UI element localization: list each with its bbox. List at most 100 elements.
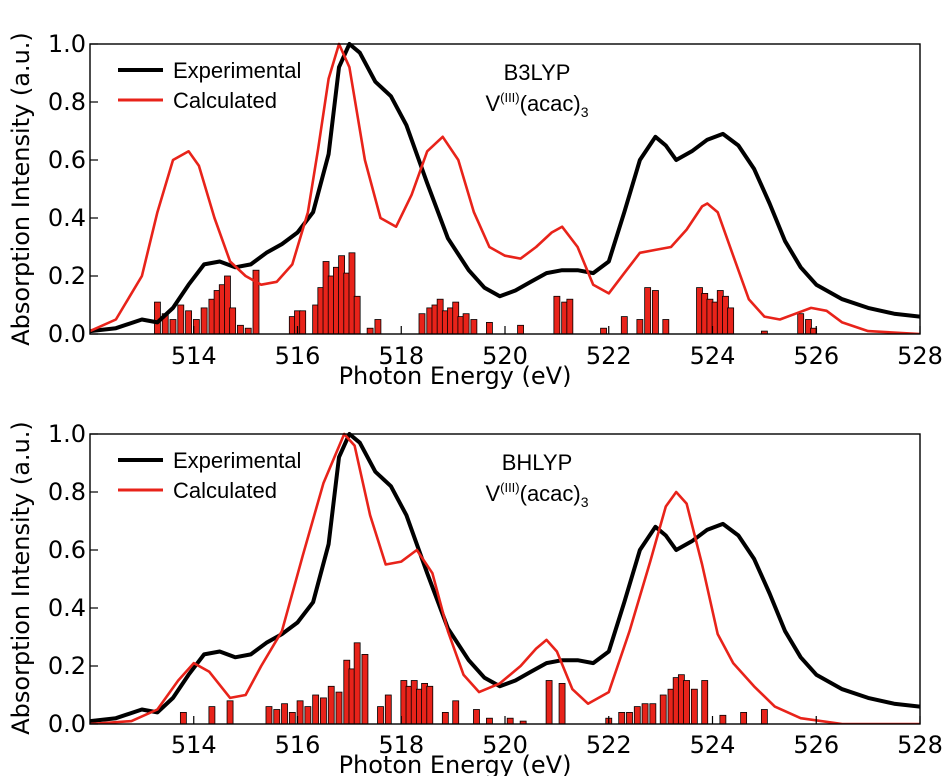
transition-bar bbox=[304, 706, 312, 724]
y-tick-label: 0.2 bbox=[48, 262, 86, 290]
y-tick-label: 0.2 bbox=[48, 652, 86, 680]
chart-panel-2: 514 516 518 520 522 524 526 528 0.0 0.2 0.4 0.6 0.8 1… bbox=[7, 420, 943, 776]
transition-bar bbox=[626, 712, 633, 724]
transition-bar bbox=[335, 691, 343, 724]
y-tick-label: 0.4 bbox=[48, 204, 86, 232]
x-tick-label: 528 bbox=[897, 731, 943, 759]
transition-bar bbox=[273, 709, 281, 724]
transition-bar bbox=[760, 330, 768, 334]
y-tick-label: 0.8 bbox=[48, 478, 86, 506]
x-tick-label: 516 bbox=[275, 342, 321, 370]
transition-bar bbox=[441, 712, 449, 724]
transition-bar bbox=[462, 313, 470, 334]
legend-label: Experimental bbox=[173, 58, 301, 83]
transition-bar bbox=[229, 307, 237, 334]
transition-bar bbox=[506, 717, 514, 724]
transition-bar bbox=[618, 712, 626, 724]
transition-bar bbox=[226, 700, 234, 724]
transition-bar bbox=[486, 321, 493, 334]
method-label: B3LYP bbox=[504, 60, 571, 85]
transition-bar bbox=[805, 319, 812, 334]
x-tick-label: 526 bbox=[793, 342, 839, 370]
compound-main: V bbox=[485, 481, 500, 506]
transition-bar bbox=[719, 714, 727, 724]
transition-bar bbox=[566, 298, 574, 334]
transition-bar bbox=[224, 275, 231, 334]
transition-bar bbox=[185, 310, 192, 334]
compound-label: V(III)(acac)3 bbox=[485, 90, 588, 120]
transition-bar bbox=[727, 307, 735, 334]
transition-bar bbox=[384, 694, 392, 724]
transition-bar bbox=[644, 287, 652, 334]
calculated-line bbox=[90, 42, 920, 334]
plot-area bbox=[90, 42, 920, 334]
transition-bar bbox=[473, 709, 480, 724]
transition-bar bbox=[177, 304, 185, 334]
transition-bar bbox=[659, 694, 667, 724]
y-tick-label: 0.0 bbox=[48, 320, 86, 348]
transition-bar bbox=[636, 319, 644, 334]
x-tick-label: 516 bbox=[275, 731, 321, 759]
x-tick-label: 528 bbox=[897, 342, 943, 370]
compound-main: V bbox=[485, 91, 500, 116]
transition-bar bbox=[348, 252, 356, 334]
experimental-line bbox=[90, 42, 920, 334]
y-tick-label: 0.0 bbox=[48, 710, 86, 738]
y-tick-label: 0.6 bbox=[48, 536, 86, 564]
transition-bar bbox=[690, 688, 698, 724]
transition-bar bbox=[426, 685, 434, 724]
compound-superscript: (III) bbox=[500, 90, 520, 105]
chart-panel-1: 514 516 518 520 522 524 526 528 0.0 0.2 0.4 0.6 0.8 1… bbox=[7, 30, 943, 390]
transition-bar bbox=[265, 706, 273, 724]
transition-bar bbox=[662, 319, 670, 334]
transition-bar bbox=[760, 709, 768, 724]
transition-bar bbox=[208, 706, 216, 724]
transition-bar bbox=[683, 680, 690, 724]
y-tick-label: 0.4 bbox=[48, 594, 86, 622]
transition-bar bbox=[652, 290, 659, 334]
x-axis-label: Photon Energy (eV) bbox=[339, 362, 572, 390]
transition-bar bbox=[649, 703, 657, 724]
transition-bar bbox=[281, 703, 288, 724]
transition-bar bbox=[252, 269, 260, 334]
y-axis-label: Absorption Intensity (a.u.) bbox=[7, 32, 35, 346]
calculated-line bbox=[90, 432, 920, 724]
transition-bar bbox=[470, 319, 478, 334]
legend-label: Experimental bbox=[173, 448, 301, 473]
x-tick-label: 520 bbox=[482, 342, 528, 370]
x-tick-label: 524 bbox=[690, 342, 736, 370]
x-tick-label: 518 bbox=[378, 342, 424, 370]
transition-bar bbox=[244, 327, 252, 334]
y-tick-label: 1.0 bbox=[48, 420, 86, 448]
legend-label: Calculated bbox=[173, 88, 277, 113]
y-axis-label: Absorption Intensity (a.u.) bbox=[7, 421, 35, 735]
transition-bar bbox=[633, 706, 641, 724]
x-tick-label: 526 bbox=[793, 731, 839, 759]
x-tick-label: 520 bbox=[482, 731, 528, 759]
x-tick-label: 524 bbox=[690, 731, 736, 759]
transition-bar bbox=[237, 324, 244, 334]
compound-rest: (acac) bbox=[520, 91, 581, 116]
x-axis-label: Photon Energy (eV) bbox=[339, 751, 572, 776]
transition-bar bbox=[327, 685, 335, 724]
experimental-line bbox=[90, 432, 920, 724]
x-tick-label: 514 bbox=[171, 342, 217, 370]
compound-subscript: 3 bbox=[581, 104, 589, 120]
transition-bar bbox=[374, 319, 382, 334]
plot-area bbox=[90, 432, 920, 724]
transition-bar bbox=[797, 313, 805, 334]
x-tick-label: 518 bbox=[378, 731, 424, 759]
transition-bar bbox=[418, 313, 426, 334]
compound-label: V(III)(acac)3 bbox=[485, 480, 588, 510]
transition-bar bbox=[353, 295, 361, 334]
transition-bar bbox=[600, 327, 607, 334]
transition-bar bbox=[553, 295, 561, 334]
compound-subscript: 3 bbox=[581, 494, 589, 510]
transition-bar bbox=[169, 319, 177, 334]
y-tick-label: 0.6 bbox=[48, 146, 86, 174]
transition-bar bbox=[320, 697, 327, 724]
transition-bar bbox=[545, 680, 553, 724]
transition-bar bbox=[701, 680, 709, 724]
transition-bar bbox=[366, 327, 374, 334]
